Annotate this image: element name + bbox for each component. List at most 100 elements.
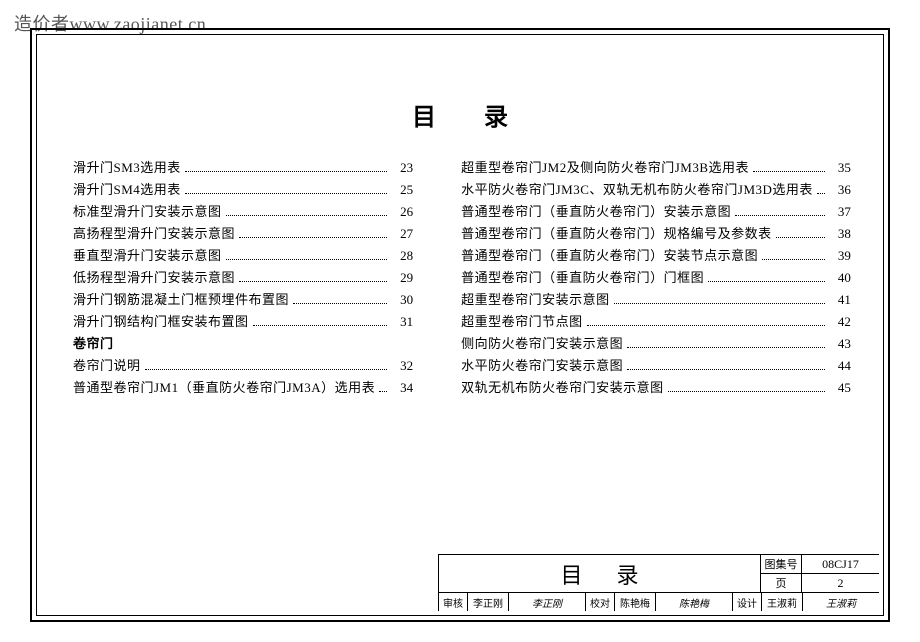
toc-page-number: 42 [829, 311, 851, 333]
toc-row: 超重型卷帘门JM2及侧向防火卷帘门JM3B选用表 35 [461, 157, 851, 179]
toc-row: 侧向防火卷帘门安装示意图43 [461, 333, 851, 355]
toc-row: 普通型卷帘门JM1（垂直防火卷帘门JM3A）选用表34 [73, 377, 413, 399]
toc-row: 滑升门SM3选用表 23 [73, 157, 413, 179]
title-block-top: 目录 图集号 08CJ17 页 2 [439, 555, 879, 593]
title-block-bottom: 审核李正刚李正刚校对陈艳梅陈艳梅设计王淑莉王淑莉 [439, 593, 879, 611]
toc-label: 普通型卷帘门（垂直防火卷帘门）规格编号及参数表 [461, 223, 772, 245]
toc-row: 卷帘门 [73, 333, 413, 355]
toc-row: 超重型卷帘门安装示意图 41 [461, 289, 851, 311]
toc-label: 超重型卷帘门安装示意图 [461, 289, 610, 311]
page-value: 2 [802, 574, 879, 592]
toc-label: 普通型卷帘门（垂直防火卷帘门）安装节点示意图 [461, 245, 758, 267]
outer-frame: 目录 滑升门SM3选用表23滑升门SM4选用表25标准型滑升门安装示意图26高扬… [30, 28, 890, 622]
toc-label: 标准型滑升门安装示意图 [73, 201, 222, 223]
toc-label: 垂直型滑升门安装示意图 [73, 245, 222, 267]
toc-label: 超重型卷帘门节点图 [461, 311, 583, 333]
role-label: 设计 [733, 593, 762, 611]
toc-page-number: 25 [391, 179, 413, 201]
toc-leader-dots [226, 215, 388, 216]
toc-column-right: 超重型卷帘门JM2及侧向防火卷帘门JM3B选用表35水平防火卷帘门JM3C、双轨… [461, 157, 851, 399]
toc-row: 普通型卷帘门（垂直防火卷帘门）安装示意图 37 [461, 201, 851, 223]
toc-row: 标准型滑升门安装示意图 26 [73, 201, 413, 223]
toc-page-number: 40 [829, 267, 851, 289]
toc-leader-dots [185, 171, 387, 172]
toc-row: 滑升门钢筋混凝土门框预埋件布置图 30 [73, 289, 413, 311]
toc-label: 滑升门钢筋混凝土门框预埋件布置图 [73, 289, 289, 311]
page-label: 页 [761, 574, 802, 592]
toc-row: 低扬程型滑升门安装示意图29 [73, 267, 413, 289]
toc-page-number: 28 [391, 245, 413, 267]
toc-leader-dots [614, 303, 825, 304]
toc-label: 水平防火卷帘门JM3C、双轨无机布防火卷帘门JM3D选用表 [461, 179, 813, 201]
toc-label: 侧向防火卷帘门安装示意图 [461, 333, 623, 355]
toc-row: 水平防火卷帘门安装示意图 44 [461, 355, 851, 377]
toc-leader-dots [293, 303, 387, 304]
toc-leader-dots [239, 281, 387, 282]
toc-row: 高扬程型滑升门安装示意图 27 [73, 223, 413, 245]
toc-leader-dots [817, 193, 825, 194]
toc-leader-dots [145, 369, 388, 370]
toc-label: 双轨无机布防火卷帘门安装示意图 [461, 377, 664, 399]
toc-row: 双轨无机布防火卷帘门安装示意图 45 [461, 377, 851, 399]
toc-leader-dots [185, 193, 387, 194]
toc-row: 普通型卷帘门（垂直防火卷帘门）门框图 40 [461, 267, 851, 289]
role-label: 审核 [439, 593, 468, 611]
toc-page-number: 35 [829, 157, 851, 179]
toc-label: 高扬程型滑升门安装示意图 [73, 223, 235, 245]
toc-page-number: 45 [829, 377, 851, 399]
toc-page-number: 26 [391, 201, 413, 223]
toc-row: 滑升门钢结构门框安装布置图 31 [73, 311, 413, 333]
toc-leader-dots [587, 325, 825, 326]
toc-page-number: 37 [829, 201, 851, 223]
toc-leader-dots [253, 325, 388, 326]
toc-page-number: 31 [391, 311, 413, 333]
toc-leader-dots [735, 215, 825, 216]
toc-label: 水平防火卷帘门安装示意图 [461, 355, 623, 377]
toc-page-number: 36 [829, 179, 851, 201]
toc-page-number: 38 [829, 223, 851, 245]
code-value: 08CJ17 [802, 555, 879, 573]
toc-leader-dots [627, 347, 825, 348]
toc-page-number: 29 [391, 267, 413, 289]
role-signature: 李正刚 [509, 593, 586, 611]
toc-leader-dots [668, 391, 825, 392]
toc-label: 滑升门钢结构门框安装布置图 [73, 311, 249, 333]
toc-row: 卷帘门说明32 [73, 355, 413, 377]
role-name: 陈艳梅 [615, 593, 656, 611]
toc-label: 普通型卷帘门（垂直防火卷帘门）门框图 [461, 267, 704, 289]
toc-column-left: 滑升门SM3选用表23滑升门SM4选用表25标准型滑升门安装示意图26高扬程型滑… [73, 157, 413, 399]
title-block-codes: 图集号 08CJ17 页 2 [761, 555, 879, 592]
toc-page-number: 27 [391, 223, 413, 245]
toc-row: 滑升门SM4选用表25 [73, 179, 413, 201]
toc-leader-dots [379, 391, 387, 392]
role-signature: 王淑莉 [803, 593, 879, 611]
role-signature: 陈艳梅 [656, 593, 733, 611]
toc-label: 滑升门SM3选用表 [73, 157, 181, 179]
toc-label: 超重型卷帘门JM2及侧向防火卷帘门JM3B选用表 [461, 157, 749, 179]
toc-leader-dots [776, 237, 825, 238]
title-block: 目录 图集号 08CJ17 页 2 审核李正刚李正刚校对陈艳梅陈艳梅设计王淑莉王… [438, 554, 879, 611]
toc-label: 卷帘门 [73, 333, 114, 355]
toc-label: 普通型卷帘门（垂直防火卷帘门）安装示意图 [461, 201, 731, 223]
toc-row: 水平防火卷帘门JM3C、双轨无机布防火卷帘门JM3D选用表 36 [461, 179, 851, 201]
toc-row: 普通型卷帘门（垂直防火卷帘门）规格编号及参数表 38 [461, 223, 851, 245]
toc-page-number: 23 [391, 157, 413, 179]
toc-row: 垂直型滑升门安装示意图 28 [73, 245, 413, 267]
code-label: 图集号 [761, 555, 802, 573]
toc-page-number: 41 [829, 289, 851, 311]
toc-leader-dots [753, 171, 825, 172]
toc-page-number: 44 [829, 355, 851, 377]
inner-frame: 目录 滑升门SM3选用表23滑升门SM4选用表25标准型滑升门安装示意图26高扬… [36, 34, 884, 616]
toc-label: 普通型卷帘门JM1（垂直防火卷帘门JM3A）选用表 [73, 377, 375, 399]
toc-page-number: 30 [391, 289, 413, 311]
toc-label: 卷帘门说明 [73, 355, 141, 377]
toc-leader-dots [708, 281, 825, 282]
toc-leader-dots [239, 237, 387, 238]
toc-page-number: 39 [829, 245, 851, 267]
toc-row: 普通型卷帘门（垂直防火卷帘门）安装节点示意图 39 [461, 245, 851, 267]
title-block-title: 目录 [439, 555, 761, 592]
role-name: 李正刚 [468, 593, 509, 611]
toc-leader-dots [627, 369, 825, 370]
role-name: 王淑莉 [762, 593, 803, 611]
toc-leader-dots [762, 259, 825, 260]
